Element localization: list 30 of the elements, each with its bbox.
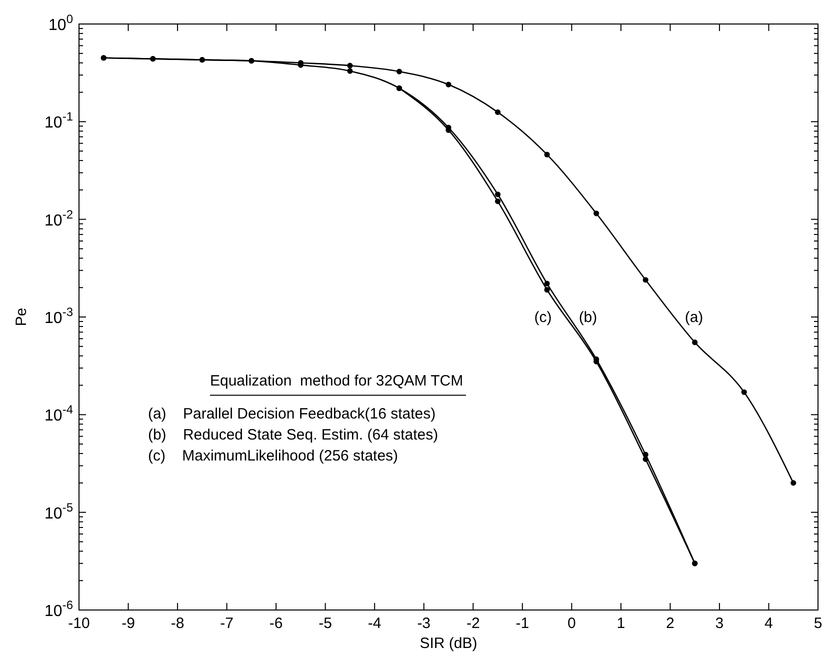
x-tick-label: 2 [666,615,674,632]
x-tick-label: -2 [466,615,480,632]
series-label: (c) [534,309,552,326]
y-tick-label: 10$^{-5}$ [44,500,74,522]
annotation: Equalization method for 32QAM TCM [210,372,464,390]
x-tick-label: -7 [220,615,234,632]
x-tick-label: -3 [417,615,431,632]
x-tick-label: 3 [715,615,724,632]
y-tick-label: 10$^{-3}$ [44,305,74,327]
x-tick-label: 0 [567,615,576,632]
series-label: (a) [684,309,704,326]
x-tick-label: -6 [269,615,283,632]
x-tick-label: -5 [318,615,332,632]
x-tick-label: -8 [170,615,184,632]
y-tick-label: 10$^{-4}$ [44,402,74,425]
annotation: (c) MaximumLikelihood (256 states) [148,447,398,464]
x-axis-title: SIR (dB) [420,635,478,652]
x-tick-label: 4 [764,615,773,632]
y-tick-label: 10$^{-1}$ [44,110,74,132]
y-tick-label: 10$^{0}$ [48,12,74,34]
x-tick-label: 5 [814,615,822,632]
y-tick-label: 10$^{-2}$ [44,207,74,230]
x-tick-label: -9 [122,615,135,632]
x-tick-label: -1 [516,615,530,632]
x-tick-label: 1 [616,615,626,632]
annotation: (b) Reduced State Seq. Estim. (64 states) [148,426,438,444]
series-label: (b) [578,309,598,326]
y-axis-title: Pe [13,308,30,326]
x-tick-label: -4 [368,615,382,632]
annotation: (a) Parallel Decision Feedback(16 states) [148,405,436,422]
